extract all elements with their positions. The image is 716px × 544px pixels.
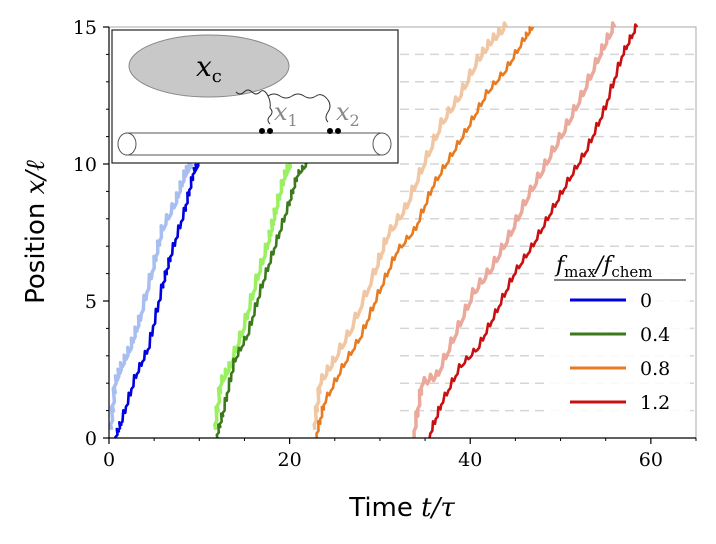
series-3-line bbox=[428, 23, 639, 439]
series-2-light-line bbox=[312, 21, 508, 431]
series-1-light-line bbox=[213, 158, 293, 431]
legend-entries: 0 0.4 0.8 1.2 bbox=[570, 290, 670, 414]
label-xc: xc bbox=[196, 50, 222, 87]
microtubule-right-end bbox=[372, 132, 392, 156]
legend-label-2: 0.8 bbox=[640, 358, 670, 380]
cargo-ellipse bbox=[128, 34, 290, 98]
series-0-light-line bbox=[108, 160, 194, 431]
x-tick-label-60: 60 bbox=[639, 449, 663, 471]
series-3-light-line bbox=[412, 21, 617, 439]
series-0-line bbox=[114, 160, 201, 439]
y-tick-label-5: 5 bbox=[85, 291, 97, 313]
x-ticks: 0 20 40 60 bbox=[103, 438, 697, 471]
motor-1-head-b bbox=[267, 128, 273, 134]
x-tick-label-20: 20 bbox=[278, 449, 302, 471]
spring-2 bbox=[267, 93, 331, 123]
legend-label-1: 0.4 bbox=[640, 324, 670, 346]
x-tick-label-40: 40 bbox=[458, 449, 482, 471]
motor-2-head-b bbox=[335, 128, 341, 134]
legend-label-0: 0 bbox=[640, 290, 652, 312]
y-axis-label: Position x/ℓ bbox=[21, 160, 51, 304]
motor-1-head-a bbox=[259, 128, 265, 134]
x-axis-label: Time t/τ bbox=[348, 493, 455, 523]
label-x2: x2 bbox=[336, 98, 360, 130]
spring-1 bbox=[235, 89, 273, 125]
label-x1: x1 bbox=[274, 98, 298, 130]
motor-2-head-a bbox=[327, 128, 333, 134]
y-tick-label-10: 10 bbox=[73, 154, 97, 176]
series-2-line bbox=[315, 25, 535, 439]
y-ticks: 0 5 10 15 bbox=[73, 17, 109, 450]
light-series-lines bbox=[108, 21, 617, 439]
legend-label-3: 1.2 bbox=[640, 392, 670, 414]
y-tick-label-0: 0 bbox=[85, 428, 97, 450]
microtubule-left-end bbox=[117, 132, 137, 156]
series-lines bbox=[114, 23, 639, 439]
x-tick-label-0: 0 bbox=[103, 449, 115, 471]
legend: fmax/fchem 0 0.4 0.8 1.2 bbox=[550, 250, 690, 420]
legend-title: fmax/fchem bbox=[554, 253, 653, 281]
y-tick-label-15: 15 bbox=[73, 17, 97, 39]
series-1-line bbox=[215, 160, 309, 439]
inset-schematic: xc x1 x2 bbox=[111, 29, 399, 164]
